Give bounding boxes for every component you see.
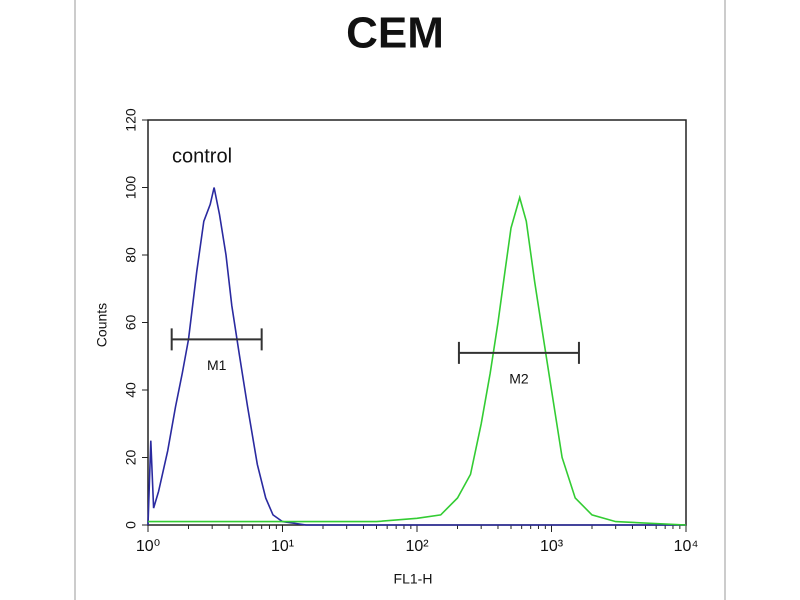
y-tick-label: 60	[123, 315, 139, 331]
y-axis-label: Counts	[94, 303, 110, 347]
x-tick-label: 10²	[405, 538, 429, 555]
x-axis-label: FL1-H	[394, 571, 433, 587]
chart-title: CEM	[346, 9, 444, 58]
y-tick-label: 120	[123, 108, 139, 132]
x-tick-label: 10⁰	[136, 538, 160, 555]
histogram-line	[148, 194, 687, 526]
histogram-line	[147, 187, 686, 526]
y-tick-label: 0	[123, 521, 139, 529]
y-tick-label: 100	[123, 176, 139, 200]
marker-label: M1	[207, 357, 227, 373]
marker-label: M2	[509, 371, 529, 387]
x-tick-label: 10³	[540, 538, 564, 555]
y-tick-label: 40	[123, 382, 139, 398]
x-tick-label: 10⁴	[674, 538, 699, 555]
annotation: control	[172, 145, 232, 167]
y-tick-label: 80	[123, 247, 139, 263]
y-tick-label: 20	[123, 450, 139, 466]
x-tick-label: 10¹	[271, 538, 294, 555]
plot-frame	[147, 119, 687, 526]
